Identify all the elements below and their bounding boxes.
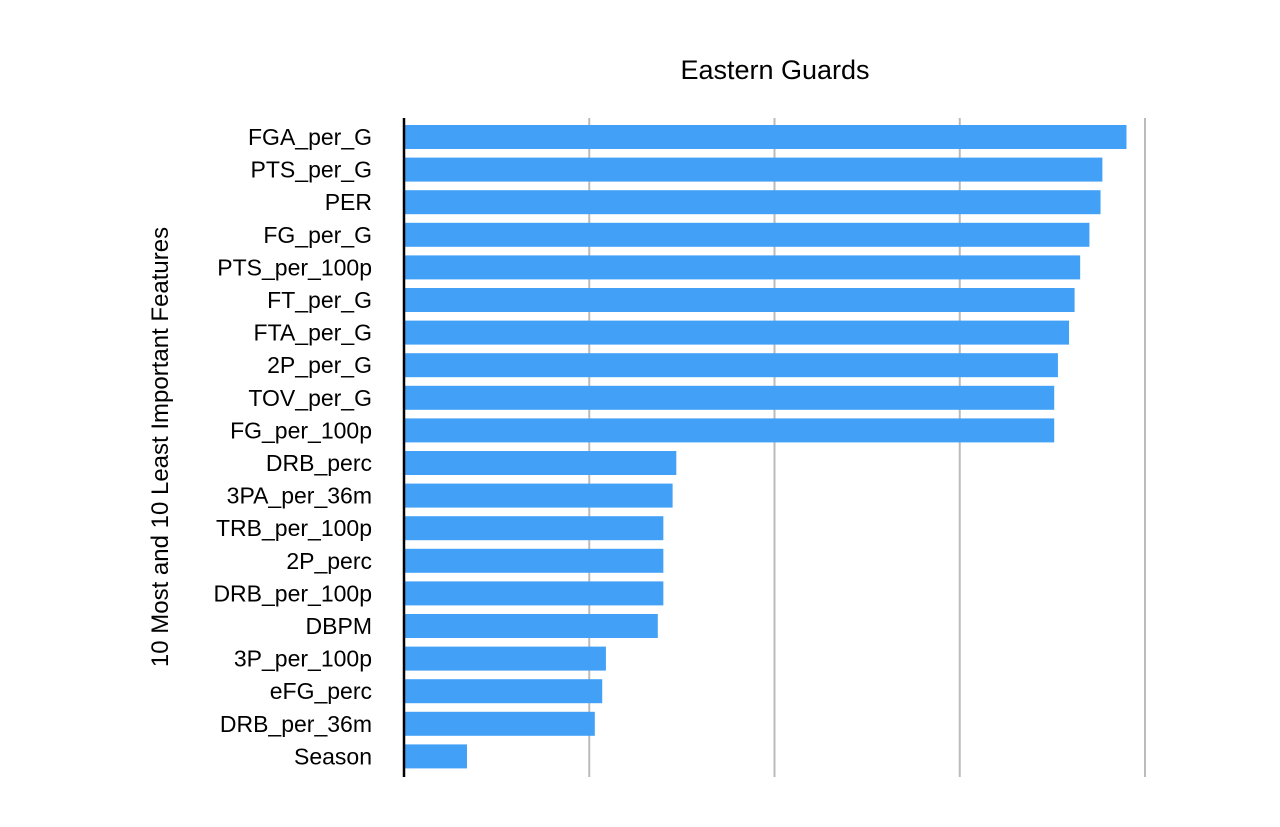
bar-FT_per_G [405,288,1075,312]
grid-lines [588,118,1146,777]
bar-TOV_per_G [405,385,1055,410]
bar-DRB_per_36m [405,711,595,736]
category-label: Season [294,743,372,769]
bar-2P_per_G [405,353,1058,378]
category-label: TRB_per_100p [216,515,372,541]
bar-FGA_per_G [405,125,1127,149]
category-label: 2P_per_G [267,352,372,378]
category-label: eFG_perc [270,678,372,704]
bar-DRB_per_100p [405,581,664,606]
category-label: TOV_per_G [248,385,372,411]
category-label: FGA_per_G [248,124,372,150]
bar-FTA_per_G [405,320,1070,345]
category-label: 3PA_per_36m [227,483,372,509]
bar-eFG_perc [405,679,603,704]
category-label: FG_per_100p [230,417,372,443]
category-label: DRB_perc [266,450,372,476]
category-label: 2P_perc [286,548,372,574]
category-label: PER [325,189,372,215]
category-label: PTS_per_100p [217,254,372,280]
bar-TRB_per_100p [405,516,664,541]
bar-DRB_perc [405,451,677,475]
bar-FG_per_G [405,222,1090,247]
category-labels: FGA_per_G PTS_per_G PER FG_per_G PTS_per_100… [213,124,372,769]
category-label: FTA_per_G [254,320,372,346]
bar-FG_per_100p [405,418,1055,443]
y-axis-label: 10 Most and 10 Least Important Features [147,227,174,667]
category-label: DRB_per_100p [213,580,372,606]
category-label: DBPM [306,613,372,639]
bar-PTS_per_100p [405,255,1081,280]
category-label: FT_per_G [267,287,372,313]
bar-3P_per_100p [405,646,606,671]
category-label: FG_per_G [263,222,372,248]
bars [405,125,1127,769]
bar-DBPM [405,614,658,638]
category-label: DRB_per_36m [220,711,372,737]
bar-PTS_per_G [405,157,1103,182]
category-label: PTS_per_G [251,157,372,183]
bar-PER [405,190,1101,215]
bar-3PA_per_36m [405,483,673,508]
chart-title: Eastern Guards [680,55,869,85]
bar-2P_perc [405,548,664,573]
category-label: 3P_per_100p [234,646,372,672]
bar-Season [405,744,467,769]
